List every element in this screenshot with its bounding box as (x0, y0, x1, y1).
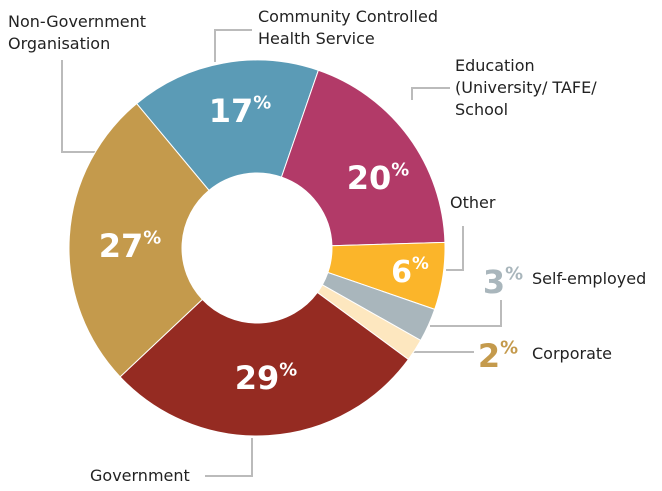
value-label: 17% (209, 92, 272, 130)
category-label: Self-employed (532, 269, 647, 288)
leader-line (430, 300, 502, 327)
category-label: Corporate (532, 344, 612, 363)
leader-line (61, 60, 96, 153)
value-label: 6% (391, 253, 429, 290)
leader-line (411, 87, 450, 100)
value-label: 3% (483, 263, 523, 301)
slice (68, 102, 210, 378)
category-label: Education (University/ TAFE/ School (455, 56, 597, 119)
value-label: 27% (99, 227, 162, 265)
value-label: 20% (347, 159, 410, 197)
category-label: Other (450, 193, 496, 212)
category-label: Community Controlled Health Service (258, 7, 438, 48)
slice (119, 291, 410, 437)
leader-line (446, 226, 464, 271)
leader-line (214, 29, 252, 62)
slice (280, 69, 446, 247)
category-label: Non-Government Organisation (8, 12, 147, 53)
value-label: 2% (478, 337, 518, 375)
leader-line (205, 438, 253, 477)
value-label: 29% (235, 359, 298, 397)
category-label: Government (90, 466, 190, 485)
